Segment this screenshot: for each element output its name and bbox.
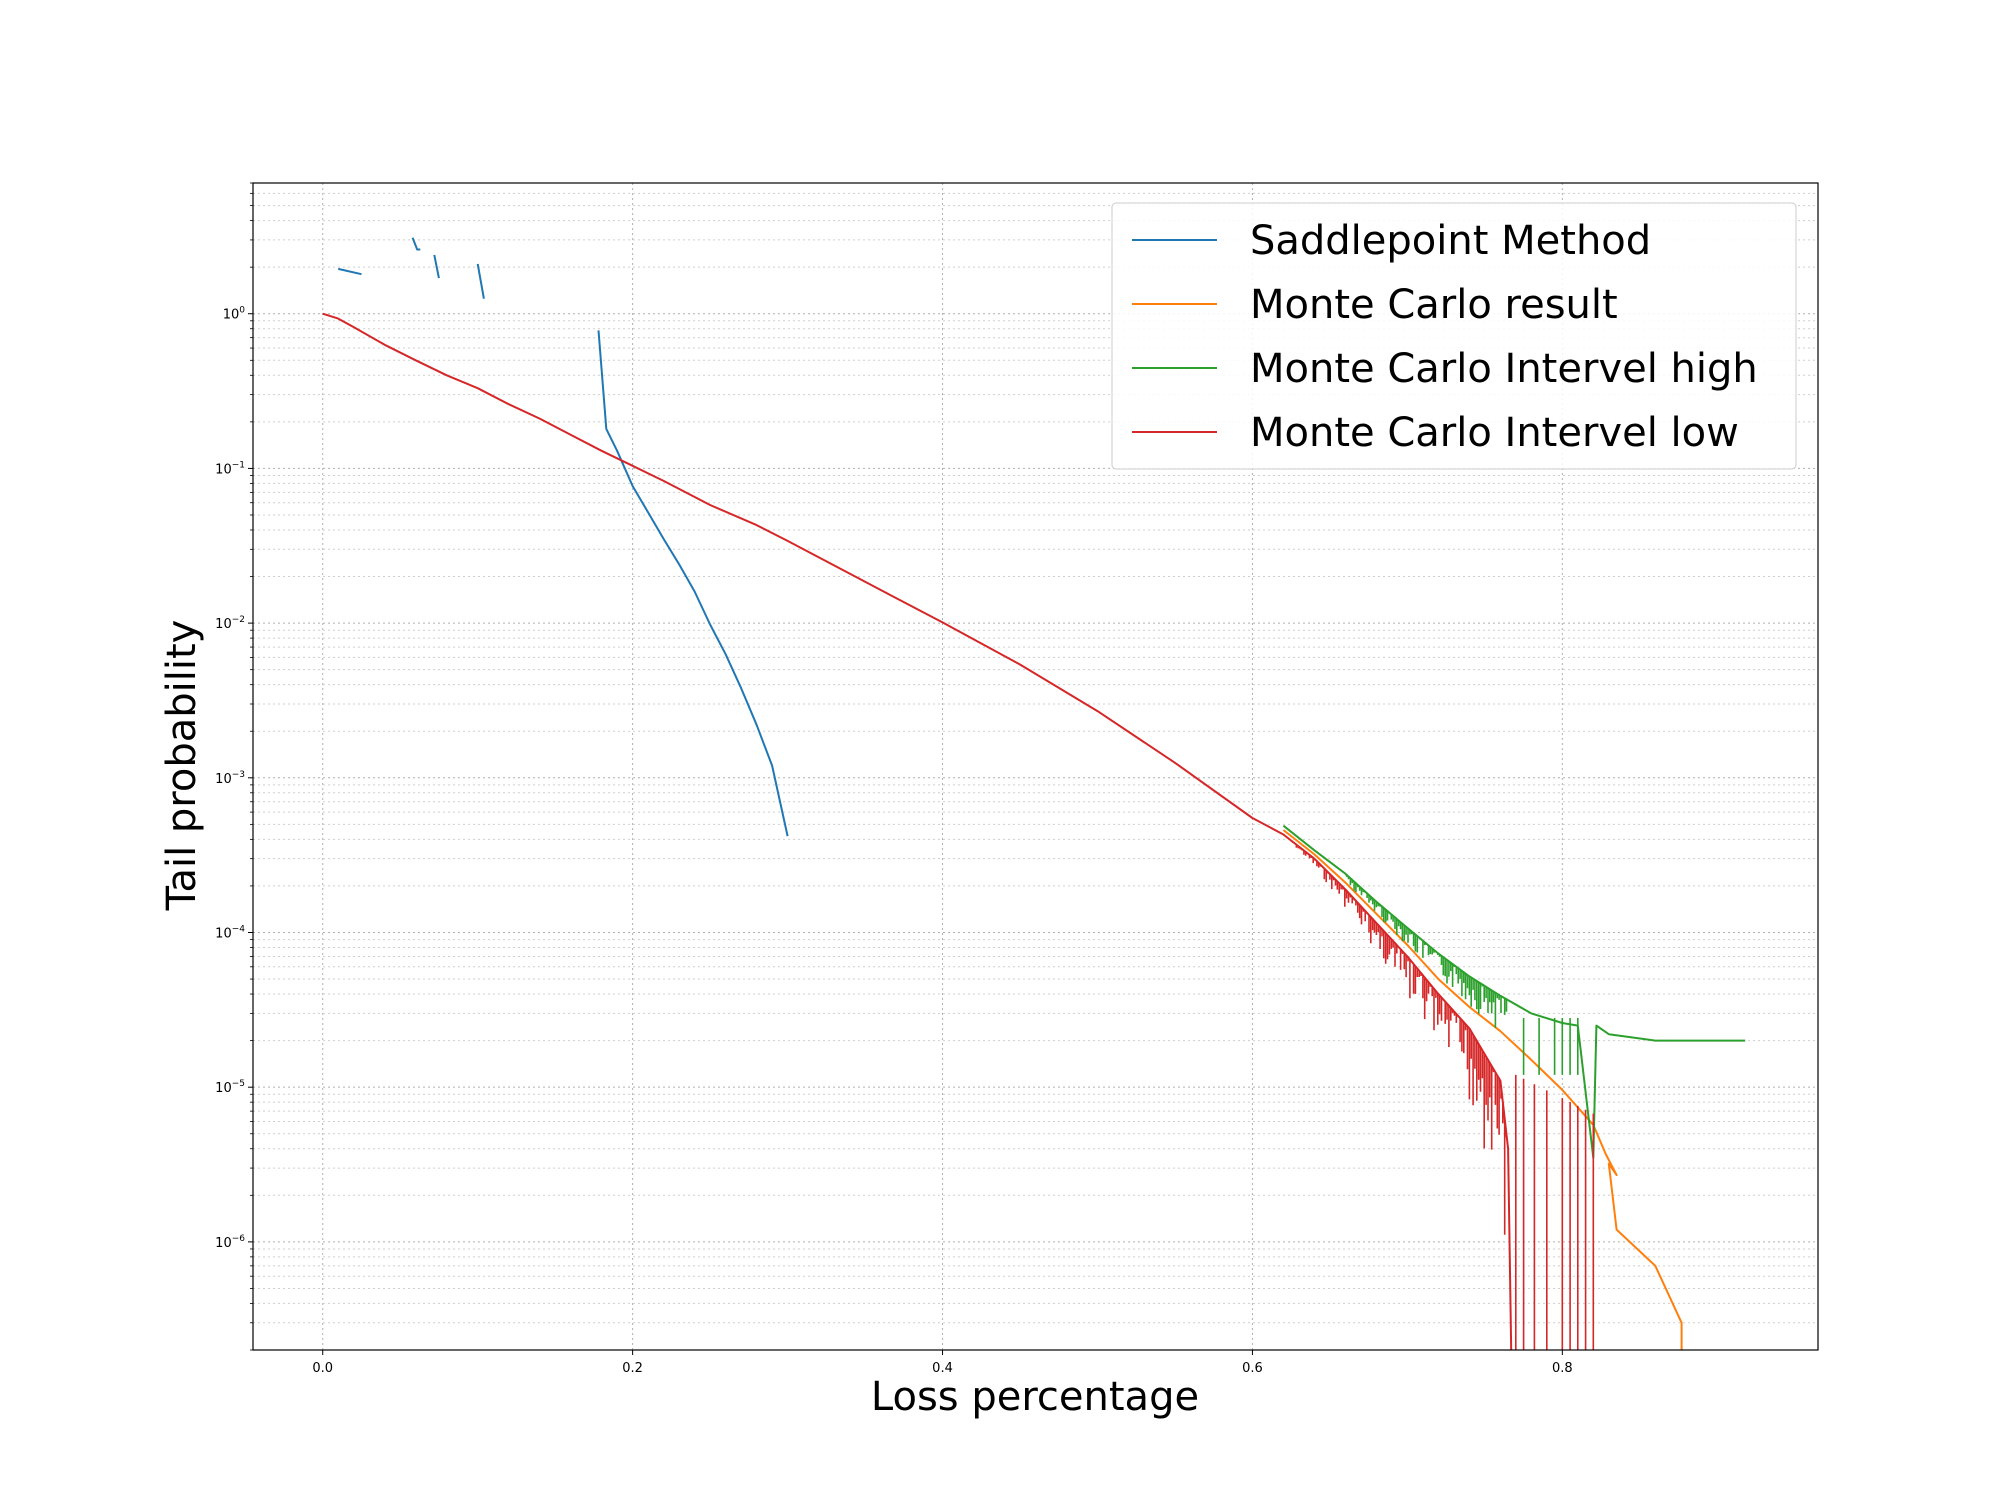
saddlepoint-method-line xyxy=(597,330,789,837)
legend-label-monte-carlo-intervel-high: Monte Carlo Intervel high xyxy=(1250,346,1758,392)
legend-label-monte-carlo-result: Monte Carlo result xyxy=(1250,282,1618,328)
saddlepoint-method-line xyxy=(476,263,485,299)
x-axis: 0.0 0.2 0.4 0.6 0.8 xyxy=(312,1350,1573,1376)
y-tick-label: 10−4 xyxy=(215,924,245,941)
y-tick-label: 10−1 xyxy=(215,460,245,477)
y-axis: 100 10−1 10−2 10−3 10−4 10−5 10−6 xyxy=(215,182,253,1351)
y-tick-label: 10−6 xyxy=(215,1234,245,1251)
y-tick-label: 10−5 xyxy=(215,1079,245,1096)
legend-label-monte-carlo-intervel-low: Monte Carlo Intervel low xyxy=(1250,410,1739,456)
x-tick-label: 0.8 xyxy=(1552,1361,1573,1376)
plot-area xyxy=(322,237,1746,1350)
y-tick-label: 10−3 xyxy=(215,770,245,787)
y-tick-label: 100 xyxy=(223,306,246,323)
monte-carlo-intervel-high-noise xyxy=(1345,874,1579,1075)
x-tick-label: 0.0 xyxy=(312,1361,333,1376)
monte-carlo-result-line xyxy=(1282,829,1683,1350)
saddlepoint-method-line xyxy=(433,254,440,279)
saddlepoint-method-line xyxy=(411,237,421,251)
y-axis-label: Tail probability xyxy=(159,620,205,912)
legend: Saddlepoint Method Monte Carlo result Mont… xyxy=(1111,202,1797,470)
x-axis-label: Loss percentage xyxy=(871,1374,1199,1420)
legend-label-saddlepoint-method: Saddlepoint Method xyxy=(1250,218,1651,264)
monte-carlo-intervel-low-line xyxy=(322,312,1513,1350)
x-tick-label: 0.4 xyxy=(932,1361,953,1376)
legend-box xyxy=(1111,202,1797,470)
x-tick-label: 0.6 xyxy=(1242,1361,1263,1376)
monte-carlo-intervel-high-line xyxy=(1282,824,1746,1159)
monte-carlo-intervel-low-noise xyxy=(1284,836,1595,1350)
grid xyxy=(253,182,1818,1351)
saddlepoint-method-line xyxy=(337,267,362,276)
y-tick-label: 10−2 xyxy=(215,615,245,632)
x-tick-label: 0.2 xyxy=(622,1361,643,1376)
axes-frame xyxy=(252,182,1819,1351)
